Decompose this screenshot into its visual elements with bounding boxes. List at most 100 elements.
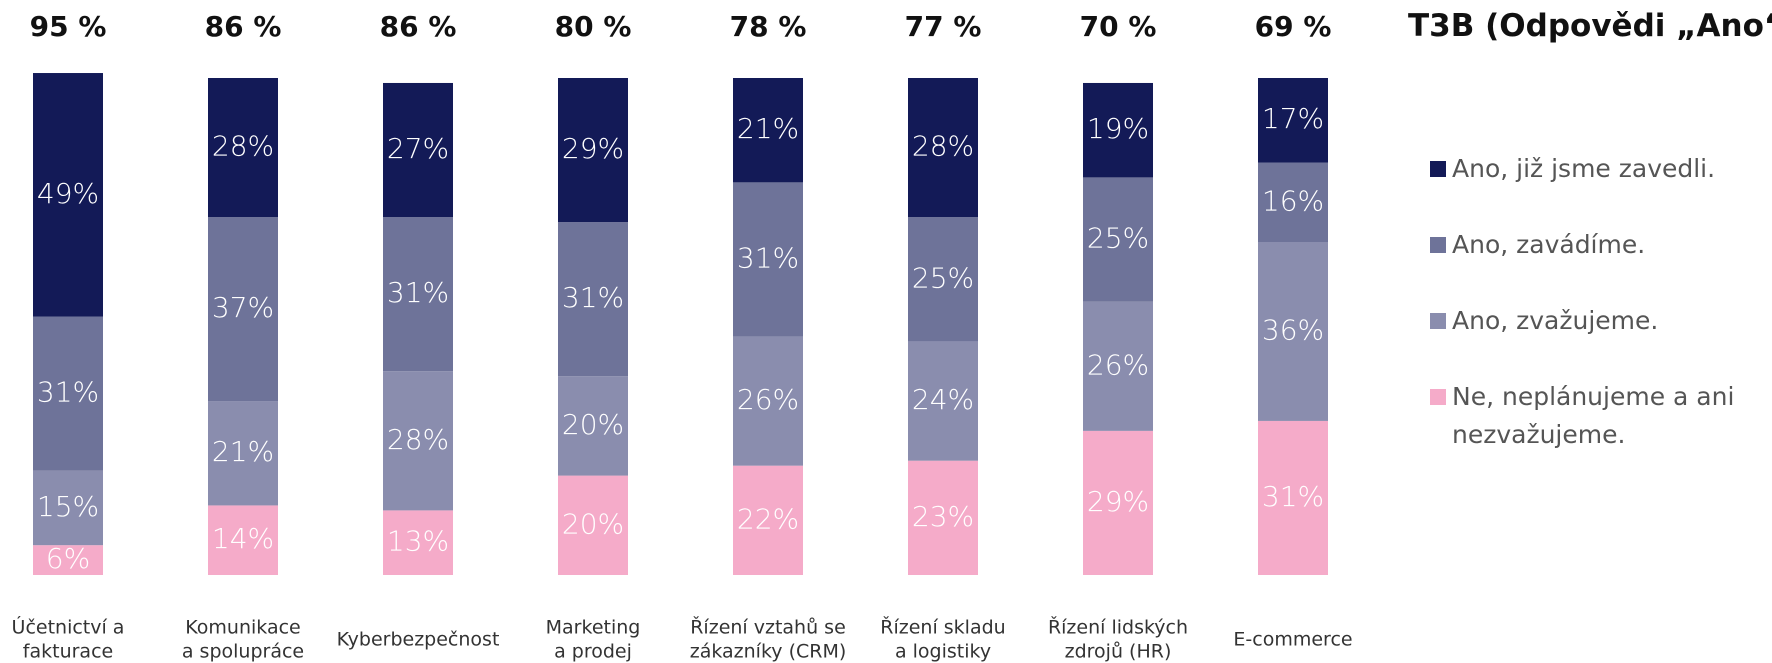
- data-label: 26%: [737, 383, 799, 416]
- data-label: 31%: [387, 276, 449, 309]
- data-label: 23%: [912, 500, 974, 533]
- data-label: 36%: [1262, 313, 1324, 346]
- x-tick-label: E-commerce: [1233, 629, 1352, 651]
- legend-swatch: [1430, 313, 1446, 329]
- bar-segment: [1258, 162, 1328, 243]
- bar-segment: [558, 475, 628, 575]
- bar-segment: [733, 465, 803, 575]
- data-label: 49%: [37, 177, 99, 210]
- bar-segment: [1258, 420, 1328, 575]
- total-label: 86 %: [380, 10, 457, 43]
- bar-segment: [1083, 177, 1153, 302]
- bar-segment: [558, 78, 628, 223]
- data-label: 15%: [37, 490, 99, 523]
- x-tick-label: zdrojů (HR): [1065, 641, 1172, 663]
- legend-item: Ano, zvažujeme.: [1430, 302, 1770, 340]
- bar-segment: [1258, 78, 1328, 163]
- data-label: 20%: [562, 408, 624, 441]
- data-label: 24%: [912, 383, 974, 416]
- data-label: 31%: [1262, 480, 1324, 513]
- legend-label: Ne, neplánujeme a ani nezvažujeme.: [1452, 382, 1735, 449]
- data-label: 37%: [212, 291, 274, 324]
- bar-segment: [733, 336, 803, 466]
- data-label: 26%: [1087, 348, 1149, 381]
- data-label: 28%: [212, 130, 274, 163]
- data-label: 14%: [212, 522, 274, 555]
- bar-segment: [33, 470, 103, 546]
- bar-segment: [383, 371, 453, 511]
- data-label: 31%: [562, 281, 624, 314]
- total-label: 80 %: [555, 10, 632, 43]
- x-tick-label: Účetnictví a: [12, 615, 125, 639]
- data-label: 25%: [912, 261, 974, 294]
- bar-segment: [1083, 82, 1153, 178]
- total-label: 95 %: [30, 10, 107, 43]
- x-tick-label: Řízení skladu: [880, 616, 1005, 639]
- legend-swatch: [1430, 237, 1446, 253]
- bar-segment: [1083, 430, 1153, 575]
- x-tick-label: a prodej: [554, 641, 632, 663]
- bar-segment: [558, 376, 628, 476]
- x-tick-label: Řízení lidských: [1048, 616, 1188, 639]
- bar-segment: [383, 82, 453, 218]
- bar-segment: [33, 73, 103, 317]
- x-tick-label: Řízení vztahů se: [690, 616, 846, 639]
- x-tick-label: a logistiky: [895, 641, 991, 663]
- bar-segment: [33, 545, 103, 575]
- data-label: 29%: [562, 132, 624, 165]
- data-label: 21%: [737, 112, 799, 145]
- bar-segment: [33, 316, 103, 471]
- data-label: 22%: [737, 502, 799, 535]
- data-label: 31%: [737, 241, 799, 274]
- bar-segment: [1258, 242, 1328, 421]
- total-label: 77 %: [905, 10, 982, 43]
- data-label: 13%: [387, 525, 449, 558]
- total-label: 70 %: [1080, 10, 1157, 43]
- total-label: 78 %: [730, 10, 807, 43]
- legend-label: Ano, zavádíme.: [1452, 230, 1646, 259]
- bar-segment: [908, 78, 978, 218]
- legend-item: Ano, již jsme zavedli.: [1430, 150, 1770, 188]
- total-label: 86 %: [205, 10, 282, 43]
- x-tick-label: a spolupráce: [182, 641, 304, 663]
- bar-segment: [733, 78, 803, 183]
- total-label: 69 %: [1255, 10, 1332, 43]
- x-tick-label: Komunikace: [185, 617, 300, 639]
- x-tick-label: Marketing: [546, 617, 641, 639]
- bar-segment: [1083, 301, 1153, 431]
- legend-label: Ano, zvažujeme.: [1452, 306, 1659, 335]
- bar-segment: [908, 341, 978, 461]
- bar-segment: [558, 222, 628, 377]
- x-tick-label: zákazníky (CRM): [690, 641, 847, 663]
- data-label: 27%: [387, 132, 449, 165]
- data-label: 16%: [1262, 184, 1324, 217]
- legend-item: Ano, zavádíme.: [1430, 226, 1770, 264]
- bar-segment: [733, 182, 803, 337]
- bar-segment: [208, 401, 278, 506]
- x-tick-label: fakturace: [23, 641, 113, 663]
- data-label: 28%: [912, 130, 974, 163]
- data-label: 21%: [212, 435, 274, 468]
- bar-segment: [908, 460, 978, 575]
- bar-segment: [208, 505, 278, 575]
- data-label: 19%: [1087, 112, 1149, 145]
- data-label: 20%: [562, 507, 624, 540]
- x-tick-label: Kyberbezpečnost: [337, 629, 500, 651]
- data-label: 6%: [46, 542, 90, 575]
- data-label: 29%: [1087, 485, 1149, 518]
- data-label: 17%: [1262, 102, 1324, 135]
- chart-title: T3B (Odpovědi „Ano“): [1408, 8, 1772, 44]
- legend-item: Ne, neplánujeme a ani nezvažujeme.: [1430, 378, 1770, 454]
- bar-segment: [383, 217, 453, 372]
- legend-swatch: [1430, 389, 1446, 405]
- legend: Ano, již jsme zavedli. Ano, zavádíme. Ano,…: [1430, 150, 1770, 492]
- bar-segment: [208, 78, 278, 218]
- bar-segment: [908, 217, 978, 342]
- bar-segment: [383, 510, 453, 575]
- legend-swatch: [1430, 161, 1446, 177]
- data-label: 28%: [387, 423, 449, 456]
- bar-segment: [208, 217, 278, 402]
- legend-label: Ano, již jsme zavedli.: [1452, 154, 1716, 183]
